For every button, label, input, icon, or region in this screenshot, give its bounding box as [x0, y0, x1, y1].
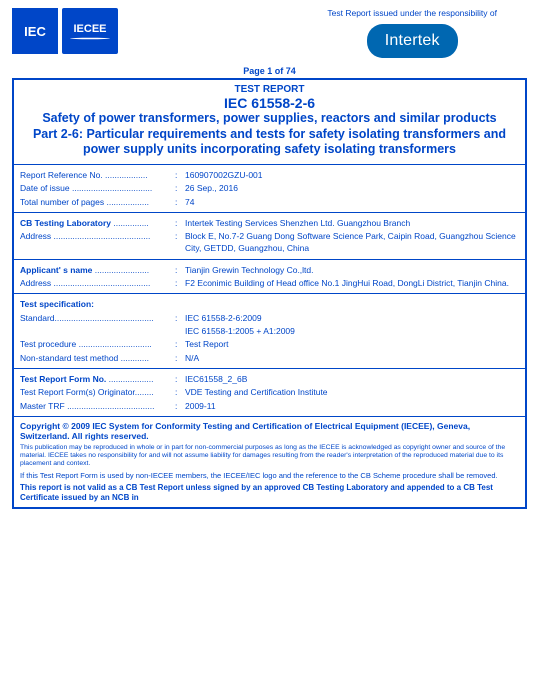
label-applicant-address: Address ................................… — [20, 277, 175, 289]
row-master-trf: Master TRF .............................… — [20, 400, 519, 412]
row-applicant: Applicant' s name ......................… — [20, 264, 519, 276]
colon: : — [175, 400, 185, 412]
label-procedure: Test procedure .........................… — [20, 338, 175, 350]
value-originator: VDE Testing and Certification Institute — [185, 386, 519, 398]
page-number: Page 1 of 74 — [0, 66, 539, 76]
row-reference: Report Reference No. .................. … — [20, 169, 519, 181]
colon: : — [175, 217, 185, 229]
row-standard2: IEC 61558-1:2005 + A1:2009 — [20, 325, 519, 337]
row-spec-heading: Test specification: — [20, 298, 519, 310]
colon: : — [175, 169, 185, 181]
logo-group: IEC IECEE — [12, 8, 118, 54]
colon — [175, 325, 185, 337]
title-standard: IEC 61558-2-6 — [22, 95, 517, 111]
intertek-badge: Intertek — [367, 24, 458, 58]
iecee-swoosh-icon — [70, 37, 110, 39]
value-form-no: IEC61558_2_6B — [185, 373, 519, 385]
colon: : — [175, 264, 185, 276]
section-form: Test Report Form No. ...................… — [14, 369, 525, 416]
row-nonstandard: Non-standard test method ............ : … — [20, 352, 519, 364]
iec-logo: IEC — [12, 8, 58, 54]
row-procedure: Test procedure .........................… — [20, 338, 519, 350]
label-form-no: Test Report Form No. ................... — [20, 373, 175, 385]
value-procedure: Test Report — [185, 338, 519, 350]
colon: : — [175, 373, 185, 385]
colon: : — [175, 312, 185, 324]
title-description: Safety of power transformers, power supp… — [22, 111, 517, 127]
value-pages: 74 — [185, 196, 519, 208]
value-lab-address: Block E, No.7-2 Guang Dong Software Scie… — [185, 230, 519, 255]
label-standard: Standard................................… — [20, 312, 175, 324]
row-form-no: Test Report Form No. ...................… — [20, 373, 519, 385]
colon: : — [175, 386, 185, 398]
iecee-logo-text: IECEE — [73, 23, 106, 35]
row-standard: Standard................................… — [20, 312, 519, 324]
colon: : — [175, 230, 185, 255]
copyright-fine: This publication may be reproduced in wh… — [20, 444, 519, 468]
row-applicant-address: Address ................................… — [20, 277, 519, 289]
colon: : — [175, 338, 185, 350]
label-lab-address: Address ................................… — [20, 230, 175, 255]
title-test-report: TEST REPORT — [22, 84, 517, 95]
value-standard2: IEC 61558-1:2005 + A1:2009 — [185, 325, 519, 337]
section-test-spec: Test specification: Standard............… — [14, 294, 525, 368]
copyright-line: Copyright © 2009 IEC System for Conformi… — [20, 421, 519, 441]
label-blank — [20, 325, 175, 337]
spec-heading: Test specification: — [20, 298, 94, 310]
value-lab: Intertek Testing Services Shenzhen Ltd. … — [185, 217, 519, 229]
report-box: TEST REPORT IEC 61558-2-6 Safety of powe… — [12, 78, 527, 509]
label-applicant: Applicant' s name ......................… — [20, 264, 175, 276]
value-date: 26 Sep., 2016 — [185, 182, 519, 194]
label-master-trf: Master TRF .............................… — [20, 400, 175, 412]
header: IEC IECEE Test Report issued under the r… — [0, 0, 539, 62]
copyright-final: This report is not valid as a CB Test Re… — [20, 483, 519, 503]
title-part: Part 2-6: Particular requirements and te… — [22, 127, 517, 158]
value-standard1: IEC 61558-2-6:2009 — [185, 312, 519, 324]
label-reference: Report Reference No. .................. — [20, 169, 175, 181]
row-pages: Total number of pages ..................… — [20, 196, 519, 208]
section-report-info: Report Reference No. .................. … — [14, 165, 525, 212]
responsibility-text: Test Report issued under the responsibil… — [327, 8, 497, 18]
row-originator: Test Report Form(s) Originator........ :… — [20, 386, 519, 398]
value-master-trf: 2009-11 — [185, 400, 519, 412]
colon: : — [175, 277, 185, 289]
label-date: Date of issue ..........................… — [20, 182, 175, 194]
label-pages: Total number of pages .................. — [20, 196, 175, 208]
colon: : — [175, 182, 185, 194]
copyright-note: If this Test Report Form is used by non-… — [20, 471, 519, 480]
iecee-logo: IECEE — [62, 8, 118, 54]
section-applicant: Applicant' s name ......................… — [14, 260, 525, 294]
value-applicant-address: F2 Econimic Building of Head office No.1… — [185, 277, 519, 289]
colon: : — [175, 352, 185, 364]
copyright-block: Copyright © 2009 IEC System for Conformi… — [14, 417, 525, 507]
row-lab-address: Address ................................… — [20, 230, 519, 255]
section-lab: CB Testing Laboratory ............... : … — [14, 213, 525, 259]
responsibility-block: Test Report issued under the responsibil… — [327, 8, 527, 58]
title-block: TEST REPORT IEC 61558-2-6 Safety of powe… — [14, 80, 525, 164]
row-lab: CB Testing Laboratory ............... : … — [20, 217, 519, 229]
label-nonstandard: Non-standard test method ............ — [20, 352, 175, 364]
label-originator: Test Report Form(s) Originator........ — [20, 386, 175, 398]
row-date: Date of issue ..........................… — [20, 182, 519, 194]
label-lab: CB Testing Laboratory ............... — [20, 217, 175, 229]
colon: : — [175, 196, 185, 208]
value-applicant: Tianjin Grewin Technology Co.,ltd. — [185, 264, 519, 276]
value-reference: 160907002GZU-001 — [185, 169, 519, 181]
value-nonstandard: N/A — [185, 352, 519, 364]
